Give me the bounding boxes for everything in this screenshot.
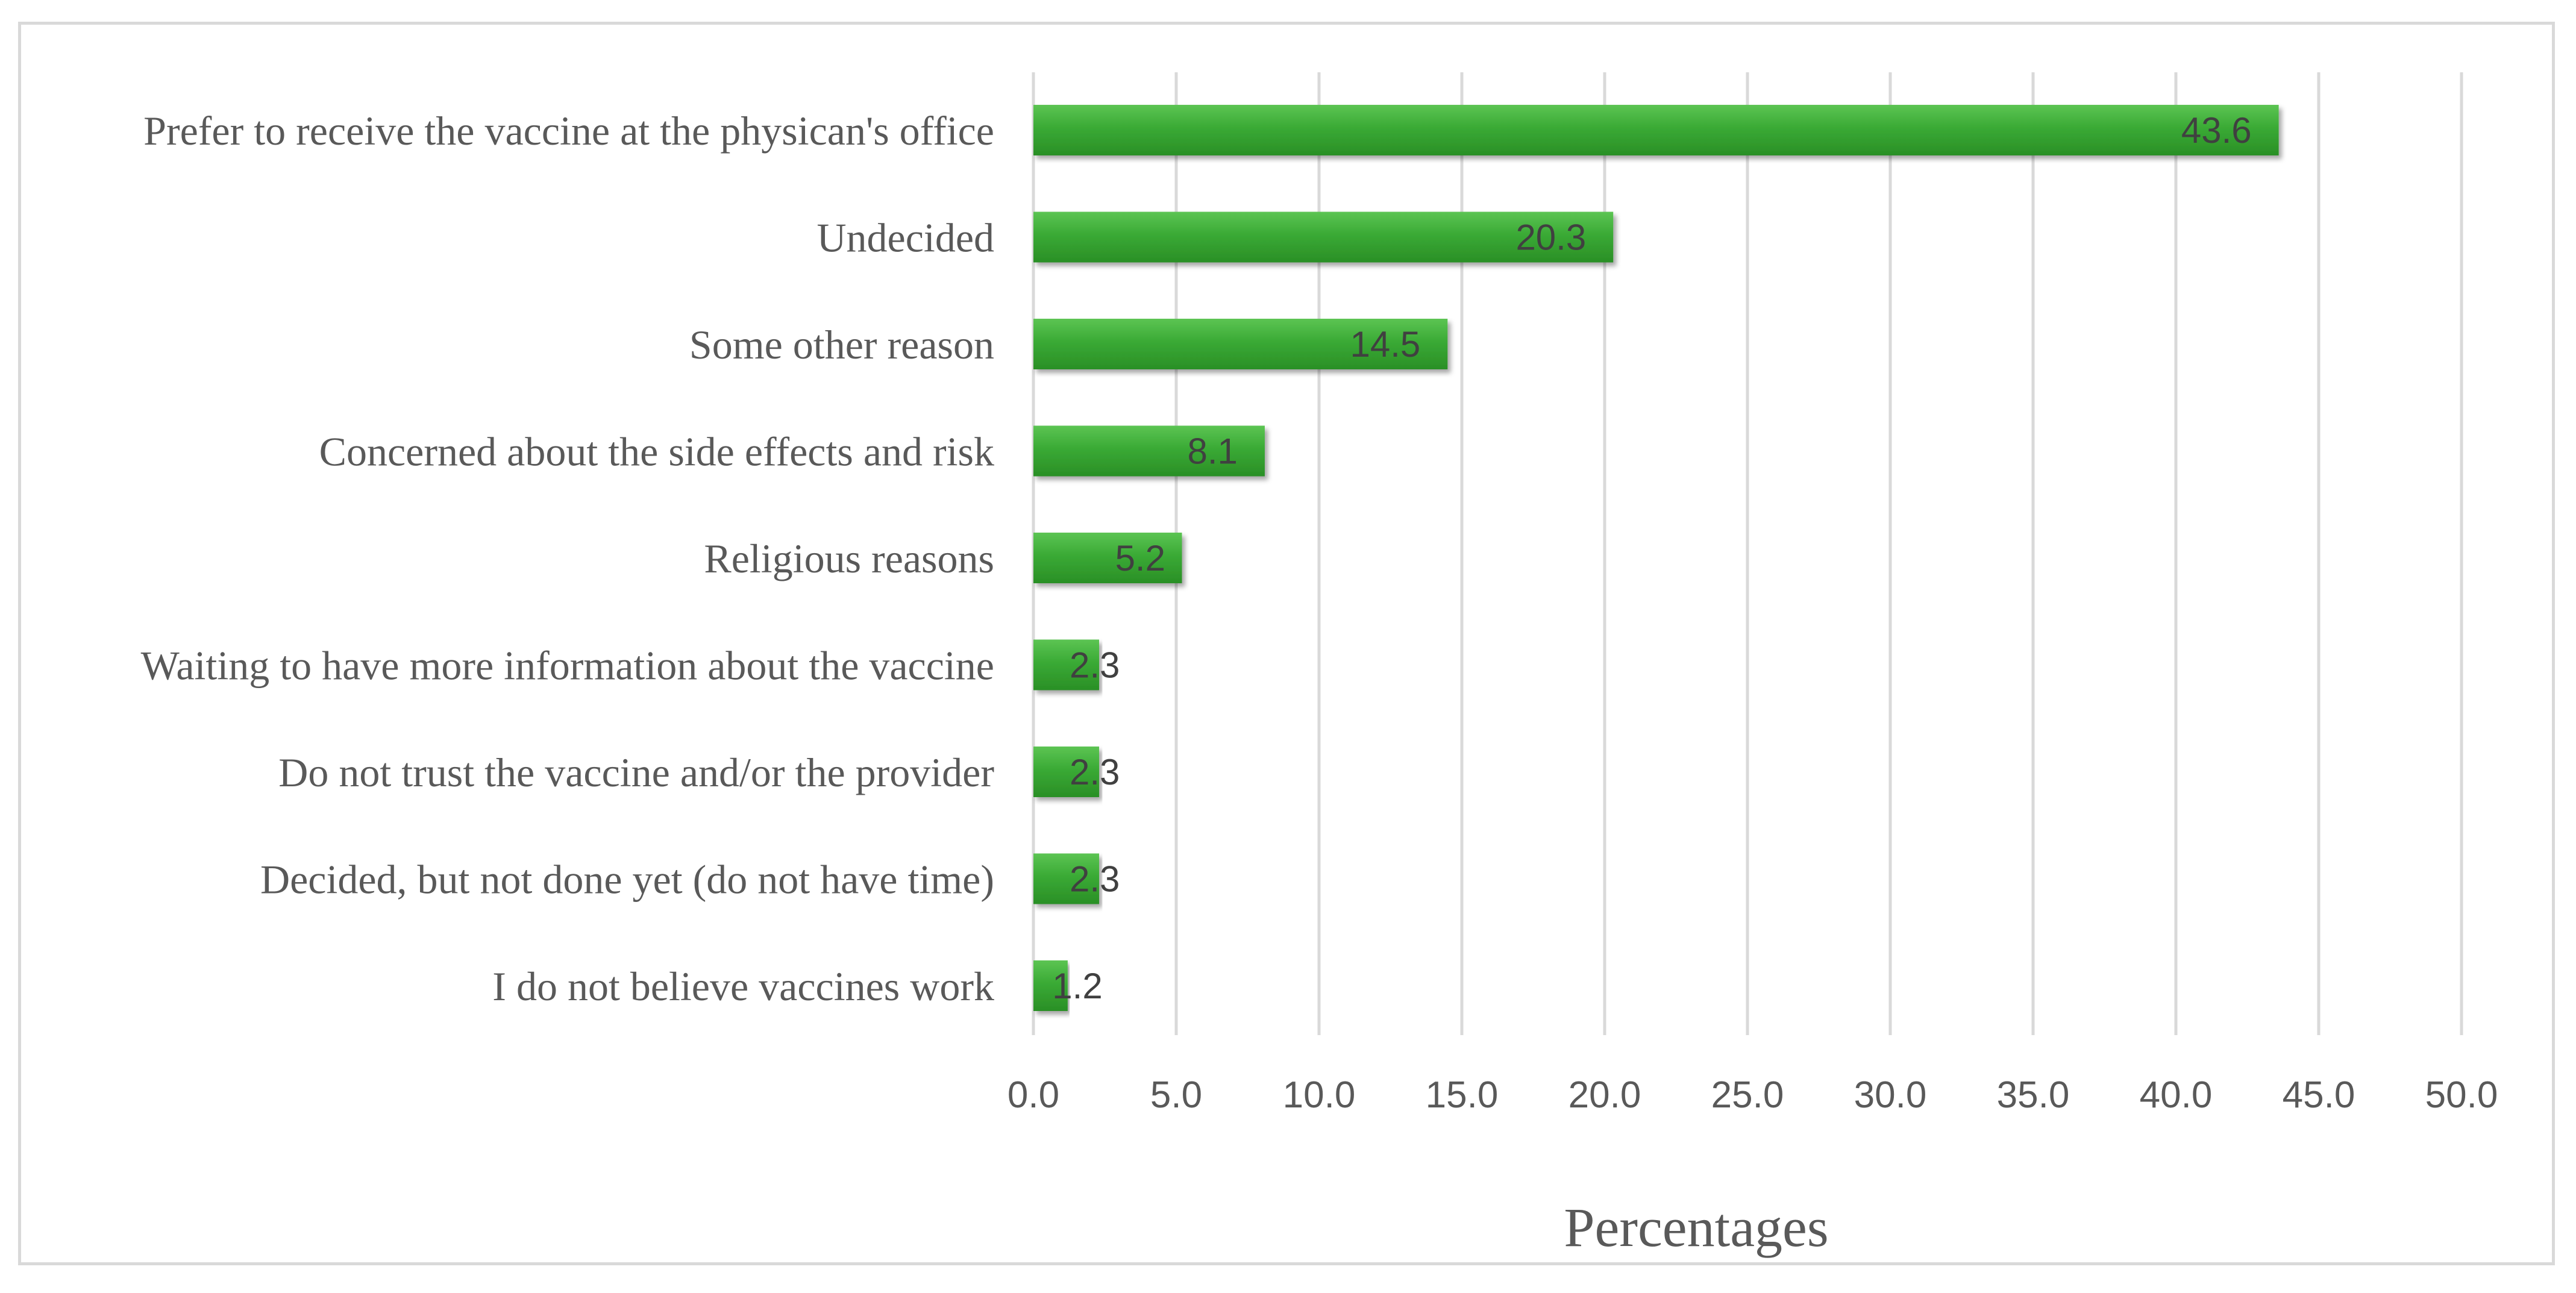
data-label: 8.1 (1188, 431, 1238, 472)
x-tick-label: 20.0 (1568, 1074, 1641, 1116)
data-label: 43.6 (2181, 110, 2252, 151)
bar (1033, 639, 1100, 690)
data-label: 2.3 (1070, 645, 1120, 686)
data-label: 14.5 (1350, 324, 1421, 365)
x-tick-label: 25.0 (1711, 1074, 1784, 1116)
bar (1033, 533, 1182, 583)
category-label: Concerned about the side effects and ris… (319, 429, 994, 475)
bar (1033, 960, 1068, 1011)
data-label: 20.3 (1515, 218, 1586, 258)
bars (1033, 105, 2279, 1011)
bar (1033, 747, 1100, 797)
x-tick-label: 50.0 (2425, 1074, 2498, 1116)
x-tick-label: 5.0 (1150, 1074, 1202, 1116)
x-tick-label: 0.0 (1008, 1074, 1059, 1116)
category-label: I do not believe vaccines work (492, 963, 994, 1009)
bar (1033, 853, 1100, 904)
x-tick-label: 35.0 (1997, 1074, 2070, 1116)
x-tick-label: 10.0 (1283, 1074, 1356, 1116)
category-labels: Prefer to receive the vaccine at the phy… (141, 108, 995, 1009)
data-label: 5.2 (1115, 538, 1165, 578)
category-label: Decided, but not done yet (do not have t… (260, 857, 994, 903)
bar (1033, 211, 1614, 263)
category-label: Prefer to receive the vaccine at the phy… (143, 108, 994, 154)
x-tick-label: 40.0 (2140, 1074, 2213, 1116)
data-labels: 43.6 20.3 14.5 8.1 5.2 2.3 2.3 2.3 1.2 (1052, 110, 2251, 1006)
category-label: Do not trust the vaccine and/or the prov… (278, 750, 994, 795)
x-tick-label: 30.0 (1854, 1074, 1927, 1116)
category-label: Undecided (816, 215, 994, 261)
bar (1033, 105, 2279, 155)
bar (1033, 425, 1265, 477)
x-tick-label: 45.0 (2283, 1074, 2355, 1116)
category-label: Waiting to have more information about t… (141, 643, 994, 689)
bar (1033, 319, 1448, 369)
category-label: Some other reason (689, 322, 994, 368)
category-label: Religious reasons (704, 536, 994, 581)
x-axis-ticks: 0.0 5.0 10.0 15.0 20.0 25.0 30.0 35.0 40.0 45.0 50… (1008, 1074, 2498, 1116)
x-axis-title: Percentages (1564, 1197, 1828, 1258)
data-label: 2.3 (1070, 752, 1120, 792)
x-tick-label: 15.0 (1426, 1074, 1499, 1116)
data-label: 2.3 (1070, 859, 1120, 900)
data-label: 1.2 (1052, 966, 1102, 1006)
